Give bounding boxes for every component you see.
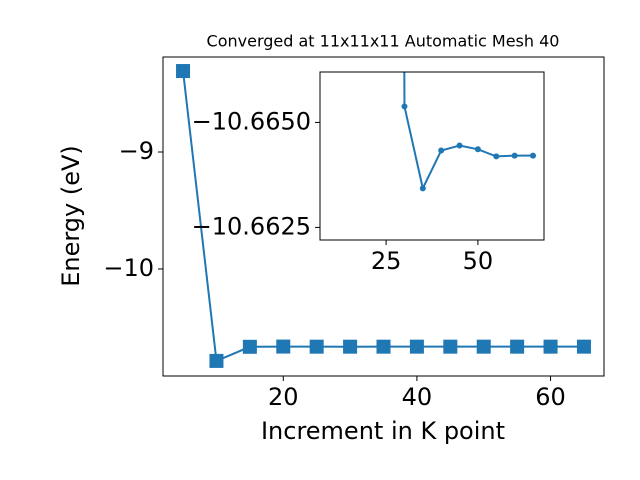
x-axis-label: Increment in K point	[261, 417, 505, 445]
data-point	[543, 339, 558, 354]
data-point	[309, 339, 324, 354]
data-point	[510, 339, 525, 354]
data-point	[476, 339, 491, 354]
y-tick-label: −10.6625	[192, 212, 311, 240]
data-point	[443, 339, 458, 354]
y-tick-label: −10.6650	[192, 107, 311, 135]
data-point	[493, 153, 500, 160]
x-tick-label: 25	[371, 247, 402, 275]
data-point	[576, 339, 591, 354]
chart-title: Converged at 11x11x11 Automatic Mesh 40	[207, 32, 560, 51]
data-point	[409, 339, 424, 354]
data-point	[456, 142, 463, 149]
data-point	[529, 152, 536, 159]
data-point	[276, 339, 291, 354]
x-tick-label: 50	[463, 247, 494, 275]
data-point	[438, 147, 445, 154]
x-tick-label: 40	[402, 383, 433, 411]
axes-frame	[162, 56, 605, 377]
data-point	[242, 339, 257, 354]
y-axis-label: Energy (eV)	[57, 145, 85, 287]
x-tick-label: 60	[535, 383, 566, 411]
plot-area	[401, 72, 536, 192]
data-point	[511, 152, 518, 159]
y-tick-label: −10	[103, 254, 154, 282]
data-point	[401, 103, 408, 110]
data-point	[176, 64, 191, 79]
y-tick-label: −9	[119, 137, 154, 165]
data-point	[376, 339, 391, 354]
plot-area	[176, 64, 591, 368]
data-point	[419, 185, 426, 192]
axes-frame	[319, 71, 545, 241]
data-point	[474, 146, 481, 153]
data-point	[209, 353, 224, 368]
x-tick-label: 20	[268, 383, 299, 411]
data-point	[343, 339, 358, 354]
